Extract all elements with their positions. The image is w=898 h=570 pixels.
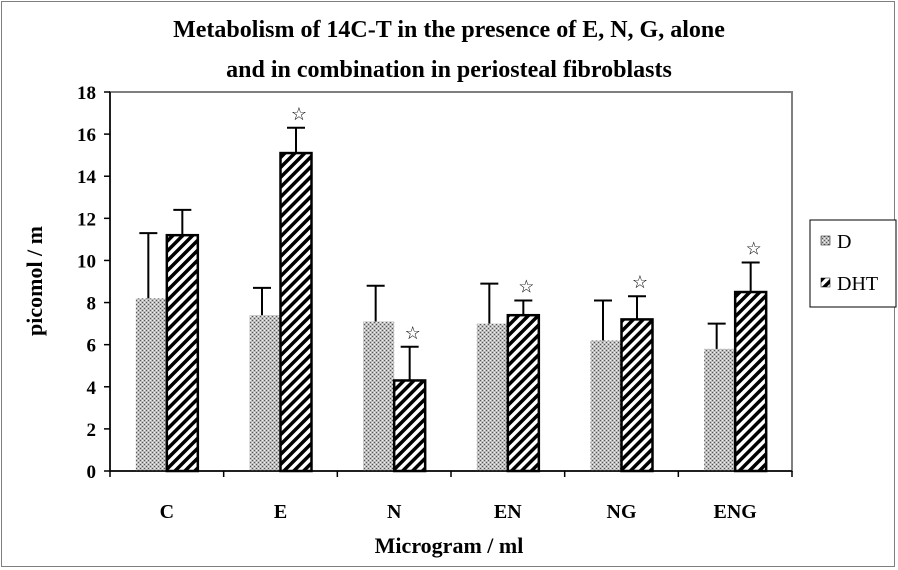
- legend-label-d: D: [837, 231, 851, 253]
- y-tick-label: 8: [87, 294, 97, 315]
- legend-box: [809, 219, 897, 308]
- bar-dht-e: [279, 151, 313, 473]
- y-tick-label: 10: [77, 251, 96, 272]
- significance-star-en: ☆: [518, 276, 534, 296]
- y-tick-label: 16: [77, 125, 96, 146]
- significance-star-n: ☆: [405, 323, 421, 343]
- significance-star-eng: ☆: [746, 239, 762, 259]
- bar-dht-c: [165, 233, 200, 473]
- legend-swatch-d: [820, 235, 831, 246]
- y-tick-label: 18: [77, 83, 96, 104]
- x-category-label: NG: [607, 501, 637, 523]
- bar-dht-eng: [733, 290, 768, 473]
- bar-d-e: [249, 315, 281, 471]
- bar-d-c: [135, 298, 167, 471]
- y-tick-label: 14: [77, 167, 97, 188]
- legend-swatch-dht: [820, 277, 831, 288]
- y-tick-label: 6: [87, 336, 97, 357]
- y-tick-label: 2: [87, 420, 97, 441]
- x-axis-title: Microgram / ml: [375, 533, 524, 558]
- chart-title-line-2: and in combination in periosteal fibrobl…: [226, 57, 672, 83]
- legend-label-dht: DHT: [837, 273, 878, 295]
- x-category-label: C: [160, 501, 174, 523]
- bar-d-ng: [590, 340, 622, 471]
- y-tick-label: 4: [87, 378, 97, 399]
- bars: ☆ ☆ ☆ ☆ ☆: [135, 104, 768, 473]
- bar-d-n: [363, 321, 395, 471]
- bar-dht-en: [506, 313, 541, 473]
- x-category-label: N: [387, 501, 402, 523]
- bar-dht-ng: [620, 318, 654, 473]
- x-axis: C E N EN NG ENG: [109, 470, 793, 523]
- x-category-label: EN: [494, 501, 522, 523]
- chart-title-line-1: Metabolism of 14C-T in the presence of E…: [173, 17, 725, 43]
- x-category-label: ENG: [713, 501, 757, 523]
- bar-d-eng: [704, 348, 736, 471]
- y-axis-title: picomol / m: [22, 226, 47, 336]
- bar-d-en: [476, 323, 508, 471]
- significance-star-ng: ☆: [632, 272, 648, 292]
- y-tick-label: 12: [77, 209, 96, 230]
- y-tick-label: 0: [87, 462, 97, 483]
- legend: D DHT: [809, 219, 897, 308]
- significance-star-e: ☆: [291, 104, 307, 124]
- plot-area: [109, 91, 793, 472]
- x-category-label: E: [274, 501, 287, 523]
- y-axis: 0 2 4 6 8 10 12 14 16 18: [77, 83, 111, 483]
- bar-dht-n: [392, 379, 427, 473]
